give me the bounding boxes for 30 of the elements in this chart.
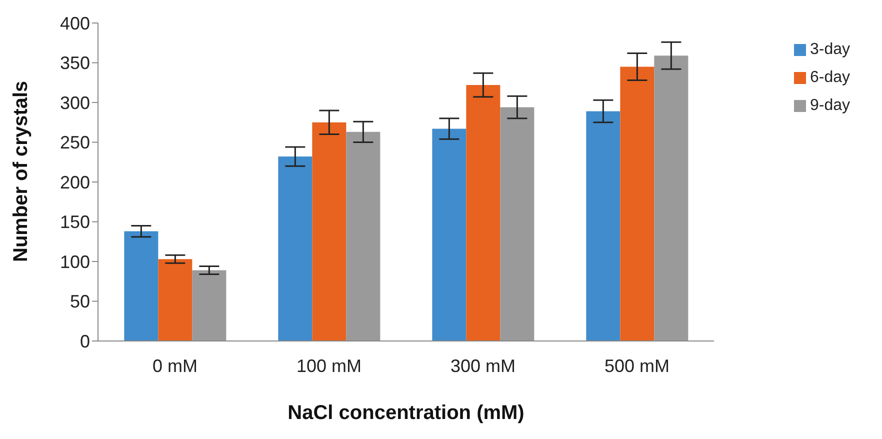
bar xyxy=(124,231,158,341)
bar xyxy=(278,156,312,341)
y-tick-label: 400 xyxy=(60,13,90,34)
bar xyxy=(432,128,466,341)
bar xyxy=(586,111,620,341)
x-tick-label: 0 mM xyxy=(152,356,198,376)
legend-label: 3-day xyxy=(810,41,850,58)
bar xyxy=(466,85,500,341)
legend-label: 6-day xyxy=(810,69,850,86)
legend-label: 9-day xyxy=(810,97,850,114)
y-tick-label: 50 xyxy=(70,292,90,312)
bar xyxy=(312,122,346,341)
bar xyxy=(654,56,688,341)
bar xyxy=(620,66,654,341)
bar xyxy=(158,259,192,341)
x-tick-label: 100 mM xyxy=(296,356,362,376)
y-tick-label: 0 xyxy=(80,331,90,352)
bar xyxy=(192,270,226,341)
y-tick-label: 200 xyxy=(60,172,90,192)
y-axis-title: Number of crystals xyxy=(10,80,32,262)
bar xyxy=(346,132,380,341)
x-axis-title: NaCl concentration (mM) xyxy=(288,402,524,424)
bar xyxy=(500,107,534,341)
y-tick-label: 350 xyxy=(60,53,90,74)
x-tick-label: 300 mM xyxy=(450,356,516,376)
x-tick-label: 500 mM xyxy=(604,356,670,376)
y-tick-label: 300 xyxy=(60,92,90,113)
y-tick-label: 250 xyxy=(60,132,90,153)
y-tick-label: 150 xyxy=(60,212,90,232)
y-tick-label: 100 xyxy=(60,252,90,272)
